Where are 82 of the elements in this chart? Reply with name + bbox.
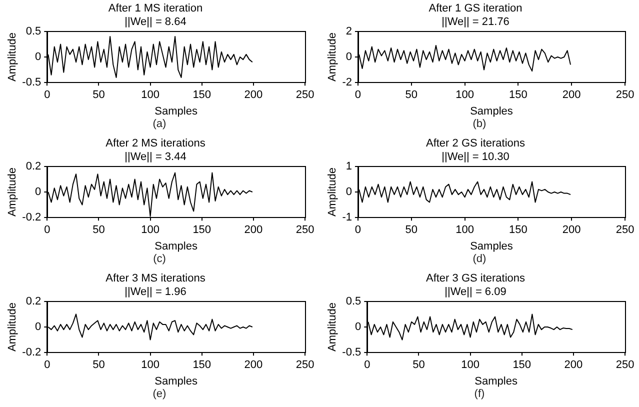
x-tick-label: 200: [244, 224, 263, 236]
x-tick-label: 250: [296, 89, 314, 102]
chart-title: After 1 GS iteration: [428, 2, 522, 15]
x-tick-label: 50: [92, 359, 105, 372]
x-tick-label: 50: [92, 89, 105, 102]
y-axis-title: Amplitude: [326, 168, 339, 216]
y-tick-label: 0: [35, 51, 42, 64]
x-axis-title: Samples: [154, 240, 198, 252]
y-tick-label: 0.2: [26, 295, 42, 308]
x-axis-title: Samples: [474, 375, 518, 388]
y-tick-label: 0: [346, 51, 352, 64]
x-axis-title: Samples: [154, 105, 198, 118]
y-tick-label: 1: [346, 160, 352, 172]
text: (e): [152, 388, 168, 400]
x-tick-label: 250: [616, 224, 634, 236]
x-tick-label: 100: [456, 89, 474, 102]
x-tick-label: 200: [562, 89, 581, 102]
x-tick-label: 0: [44, 224, 50, 236]
chart-subtitle: ||We|| = 21.76: [442, 16, 510, 28]
chart-subtitle: ||We|| = 3.44: [124, 150, 186, 163]
y-tick-label: -0.5: [22, 76, 42, 89]
x-tick-label: 0: [364, 359, 370, 372]
x-tick-label: 0: [44, 359, 50, 372]
x-tick-label: 100: [141, 359, 160, 372]
y-axis-title: Amplitude: [326, 32, 339, 82]
x-tick-label: 100: [461, 359, 480, 372]
x-tick-label: 50: [405, 224, 418, 236]
text: (d): [472, 253, 488, 265]
y-tick-label: 2: [346, 25, 352, 38]
x-tick-label: 200: [564, 359, 583, 372]
text: (a): [152, 118, 168, 130]
x-tick-label: 250: [296, 359, 314, 372]
chart-title: After 3 MS iterations: [106, 272, 206, 285]
chart-subtitle: ||We|| = 10.30: [442, 150, 510, 163]
x-tick-label: 150: [509, 224, 528, 236]
x-tick-label: 250: [296, 224, 314, 236]
y-tick-label: 0.2: [26, 160, 42, 172]
y-tick-label: 0.5: [346, 295, 362, 308]
chart-title: After 2 GS iterations: [426, 138, 526, 150]
y-tick-label: -0.5: [342, 346, 362, 359]
y-tick-label: 0.5: [26, 25, 42, 38]
x-tick-label: 150: [512, 359, 532, 372]
chart-title: After 1 MS iteration: [108, 2, 203, 15]
x-tick-label: 0: [44, 89, 50, 102]
y-tick-label: 0: [346, 186, 352, 198]
x-axis-title: Samples: [154, 375, 198, 388]
x-tick-label: 100: [456, 224, 474, 236]
x-tick-label: 100: [141, 224, 160, 236]
y-tick-label: 0: [355, 321, 362, 334]
chart-subtitle: ||We|| = 6.09: [444, 286, 506, 298]
x-tick-label: 150: [192, 224, 212, 236]
chart-title: After 2 MS iterations: [106, 138, 206, 150]
text: (b): [472, 118, 488, 130]
x-axis-title: Samples: [470, 105, 514, 118]
x-tick-label: 250: [616, 89, 634, 102]
x-tick-label: 50: [92, 224, 105, 236]
y-tick-label: 0: [35, 321, 42, 334]
y-axis-title: Amplitude: [6, 302, 19, 352]
x-tick-label: 200: [244, 359, 263, 372]
x-axis-title: Samples: [470, 240, 514, 252]
y-tick-label: -0.2: [22, 212, 42, 224]
y-axis-title: Amplitude: [326, 302, 339, 352]
chart-subtitle: ||We|| = 1.96: [124, 286, 186, 298]
chart-subtitle: ||We|| = 8.64: [124, 16, 186, 28]
chart-title: After 3 GS iterations: [426, 272, 526, 285]
x-tick-label: 250: [616, 359, 634, 372]
x-tick-label: 150: [192, 359, 212, 372]
x-tick-label: 100: [141, 89, 160, 102]
y-tick-label: -0.2: [22, 346, 42, 359]
x-tick-label: 200: [244, 89, 263, 102]
text: (f): [473, 388, 486, 400]
x-tick-label: 50: [405, 89, 418, 102]
x-tick-label: 150: [192, 89, 212, 102]
y-tick-label: -1: [342, 212, 352, 224]
text: (c): [152, 253, 167, 265]
x-tick-label: 50: [412, 359, 425, 372]
y-tick-label: 0: [35, 186, 42, 198]
x-tick-label: 150: [509, 89, 528, 102]
y-axis-title: Amplitude: [6, 168, 19, 216]
y-axis-title: Amplitude: [6, 32, 19, 82]
x-tick-label: 200: [562, 224, 581, 236]
y-tick-label: -2: [342, 76, 352, 89]
